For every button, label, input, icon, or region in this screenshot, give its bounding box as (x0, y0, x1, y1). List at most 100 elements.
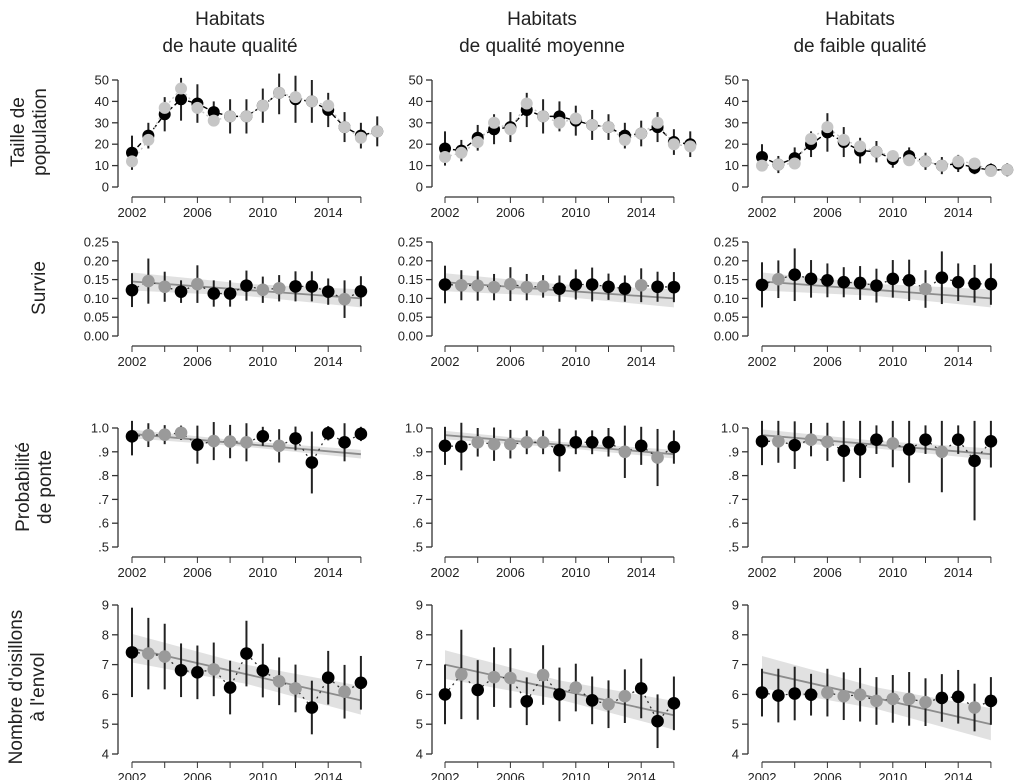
estimate-point (537, 110, 550, 123)
x-tick-label: 2006 (813, 565, 842, 580)
observed-point (853, 443, 867, 456)
estimate-point (256, 283, 270, 297)
estimate-point (886, 692, 900, 706)
observed-point (191, 438, 204, 451)
observed-point (984, 435, 998, 448)
estimate-point (968, 701, 981, 714)
y-tick-label: 0 (102, 180, 109, 195)
estimate-point (272, 674, 286, 688)
y-tick-label: .9 (412, 444, 423, 459)
y-tick-label: 5 (732, 717, 739, 732)
panel-r1-c1: 0.00 0.05 0.10 0.15 0.20 0.25 2002 2006 2010 2014 (398, 235, 681, 369)
y-tick-label: 4 (416, 747, 423, 762)
y-tick-label: 0.25 (84, 235, 109, 250)
observed-point (174, 663, 188, 677)
y-tick-label: 10 (95, 158, 109, 173)
y-tick-label: 0.00 (714, 329, 739, 344)
x-tick-label: 2014 (314, 354, 343, 369)
observed-point (870, 279, 883, 292)
x-tick-label: 2002 (118, 565, 147, 580)
y-tick-label: 6 (732, 687, 739, 702)
x-tick-label: 2014 (627, 565, 656, 580)
estimate-point (471, 279, 485, 292)
estimate-point (207, 434, 221, 448)
observed-point (553, 282, 566, 295)
estimate-point (338, 685, 351, 699)
observed-point (439, 142, 451, 155)
y-tick-label: 40 (95, 94, 109, 109)
estimate-point (207, 114, 220, 127)
estimate-point (651, 451, 664, 464)
observed-point (585, 278, 599, 291)
estimate-point (224, 110, 237, 123)
observed-point (321, 671, 335, 685)
estimate-point (455, 668, 468, 681)
x-tick-label: 2014 (944, 205, 973, 220)
observed-point (126, 146, 138, 159)
x-tick-label: 2010 (561, 770, 590, 780)
observed-point (553, 443, 566, 457)
observed-point (788, 268, 801, 282)
estimate-point (903, 154, 916, 167)
observed-point (438, 439, 452, 453)
estimate-point (553, 116, 566, 129)
observed-point (602, 435, 615, 449)
estimate-point (520, 97, 533, 110)
y-tick-label: 6 (102, 687, 109, 702)
column-title-line2: de qualité moyenne (459, 36, 625, 57)
estimate-point (635, 127, 648, 140)
column-title-high-quality: Habitats de haute qualité (80, 6, 380, 60)
observed-point (321, 426, 335, 440)
x-tick-label: 2006 (813, 770, 842, 780)
observed-point (804, 688, 818, 701)
estimate-point (618, 445, 632, 459)
estimate-point (1001, 163, 1014, 176)
column-title-medium-quality: Habitats de qualité moyenne (392, 6, 692, 60)
estimate-point (804, 433, 818, 446)
column-title-line2: de haute qualité (162, 36, 298, 57)
series-line (761, 126, 1008, 172)
y-tick-label: .7 (728, 492, 739, 507)
y-tick-label: .9 (98, 444, 109, 459)
estimate-point (158, 101, 171, 114)
estimate-point (569, 112, 582, 125)
estimate-point (602, 121, 615, 134)
y-tick-label: 10 (725, 158, 739, 173)
y-tick-label: 0.10 (84, 291, 109, 306)
y-tick-label: .8 (98, 468, 109, 483)
estimate-point (175, 82, 188, 95)
observed-point (240, 647, 253, 660)
x-tick-label: 2014 (944, 770, 973, 780)
y-tick-label: 0.10 (398, 291, 423, 306)
y-tick-label: 30 (95, 115, 109, 130)
panel-r3-c2: 4 5 6 7 8 9 2002 2006 2010 2014 (732, 598, 998, 780)
y-tick-label: 1.0 (721, 421, 739, 436)
y-tick-label: 0.05 (398, 310, 423, 325)
x-tick-label: 2010 (878, 770, 907, 780)
estimate-point (338, 121, 351, 134)
observed-point (305, 280, 319, 293)
y-tick-label: 4 (102, 747, 109, 762)
observed-point (207, 106, 220, 119)
observed-point (256, 430, 270, 443)
y-tick-label: 0.25 (398, 235, 423, 250)
y-tick-label: 0.20 (84, 253, 109, 268)
x-tick-label: 2006 (496, 565, 525, 580)
estimate-point (207, 663, 221, 676)
observed-point (471, 683, 485, 697)
observed-point (651, 280, 664, 294)
series-line (131, 87, 378, 162)
x-tick-label: 2010 (248, 770, 277, 780)
estimate-point (919, 695, 932, 709)
observed-point (438, 688, 452, 701)
observed-point (772, 689, 785, 702)
x-tick-label: 2002 (748, 354, 777, 369)
observed-point (755, 686, 769, 699)
observed-point (919, 433, 932, 446)
observed-point (354, 284, 368, 298)
y-tick-label: 0.15 (714, 272, 739, 287)
estimate-point (520, 435, 534, 449)
observed-point (984, 694, 998, 708)
panel-r1-c2: 0.00 0.05 0.10 0.15 0.20 0.25 2002 2006 2010 2014 (714, 235, 998, 369)
estimate-point (487, 670, 501, 684)
